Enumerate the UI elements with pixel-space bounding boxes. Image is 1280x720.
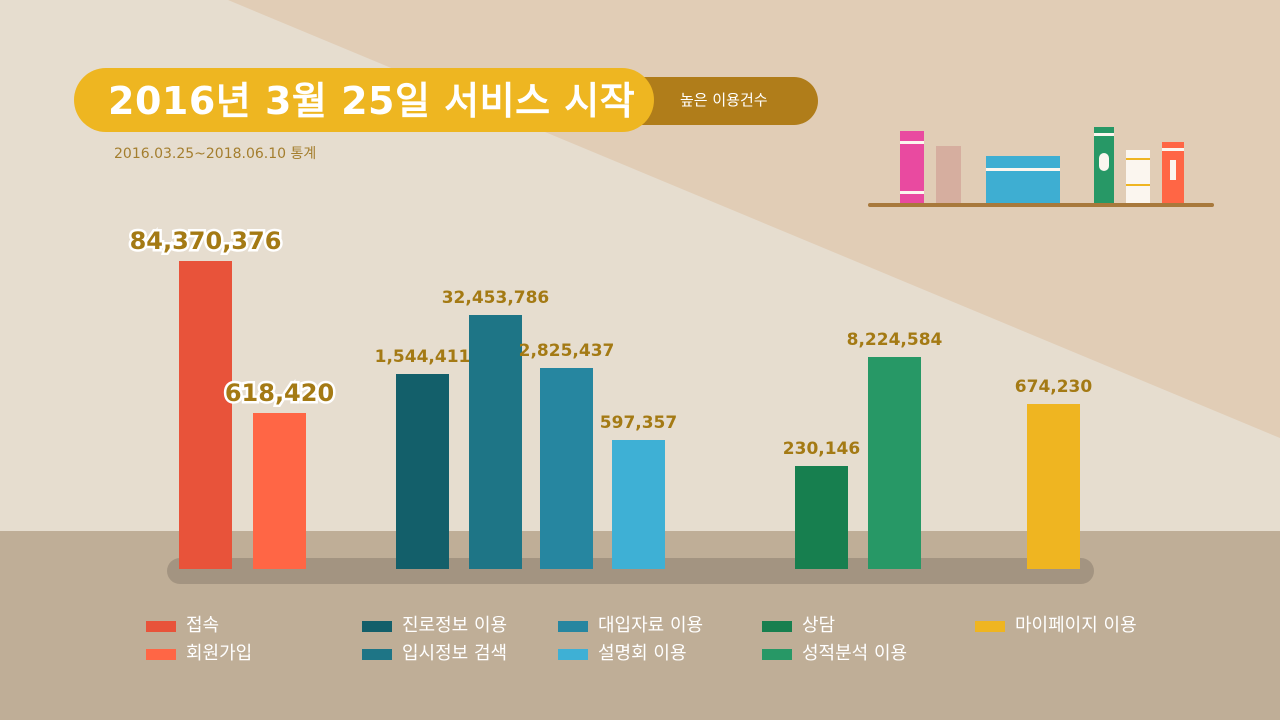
legend-swatch <box>558 649 588 660</box>
legend-swatch <box>362 649 392 660</box>
legend-label: 접속 <box>186 615 220 636</box>
bar-1 <box>179 261 232 569</box>
value-label-5: 2,825,437 <box>519 341 615 361</box>
book-tan <box>936 146 961 203</box>
book-magenta <box>900 131 924 203</box>
bar-5 <box>540 368 593 569</box>
page-title: 2016년 3월 25일 서비스 시작 <box>108 79 636 123</box>
bar-8 <box>868 357 921 569</box>
legend-swatch <box>362 621 392 632</box>
value-label-1: 84,370,376 <box>130 227 282 255</box>
legend-swatch <box>762 649 792 660</box>
badge-pill <box>632 77 818 125</box>
bar-4 <box>469 315 522 569</box>
period-label: 2016.03.25~2018.06.10 통계 <box>114 146 317 162</box>
legend-label: 상담 <box>802 615 836 636</box>
bar-2 <box>253 413 306 569</box>
legend-label: 입시정보 검색 <box>402 643 508 664</box>
legend-swatch <box>146 621 176 632</box>
legend-swatch <box>975 621 1005 632</box>
value-label-2: 618,420 <box>225 379 334 407</box>
legend-label: 설명회 이용 <box>598 643 687 664</box>
badge-label: 높은 이용건수 <box>680 91 768 109</box>
value-label-7: 230,146 <box>783 439 860 459</box>
value-label-6: 597,357 <box>600 413 677 433</box>
value-label-9: 674,230 <box>1015 377 1093 397</box>
value-label-4: 32,453,786 <box>442 288 550 308</box>
legend-label: 성적분석 이용 <box>802 643 908 664</box>
bar-9 <box>1027 404 1080 569</box>
legend-label: 진로정보 이용 <box>402 615 508 636</box>
legend-swatch <box>146 649 176 660</box>
bar-7 <box>795 466 848 569</box>
bar-3 <box>396 374 449 569</box>
value-label-8: 8,224,584 <box>847 330 943 350</box>
legend-swatch <box>558 621 588 632</box>
legend-label: 대입자료 이용 <box>598 615 704 636</box>
legend-label: 회원가입 <box>186 643 253 664</box>
book-blue-box <box>986 156 1060 203</box>
title-pill <box>74 68 654 132</box>
book-green <box>1094 127 1114 203</box>
legend-label: 마이페이지 이용 <box>1015 615 1137 636</box>
legend-swatch <box>762 621 792 632</box>
bar-6 <box>612 440 665 569</box>
shelf <box>868 203 1214 207</box>
book-orange <box>1162 142 1184 203</box>
book-white <box>1126 150 1150 203</box>
value-label-3: 1,544,411 <box>375 347 471 367</box>
